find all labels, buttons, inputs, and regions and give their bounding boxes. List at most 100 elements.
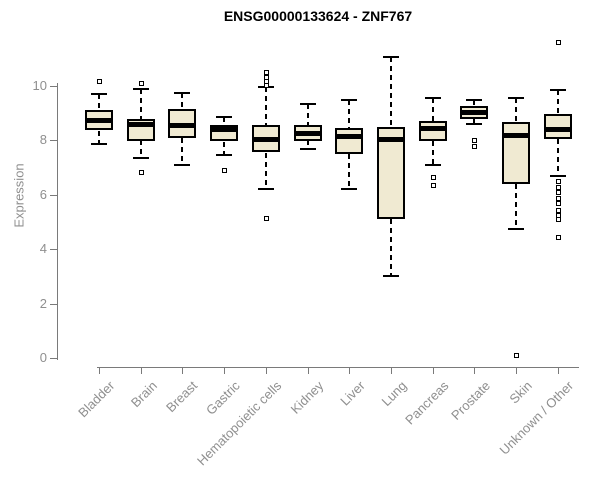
y-axis-tick-label: 2	[39, 296, 47, 311]
median-skin	[502, 133, 530, 138]
x-axis-label-unknown-other: Unknown / Other	[497, 378, 577, 458]
whisker-low-kidney	[307, 140, 309, 148]
whisker-cap-low-liver	[341, 188, 357, 190]
whisker-low-prostate	[473, 119, 475, 124]
median-bladder	[85, 118, 113, 123]
outlier-skin-0	[514, 353, 519, 358]
y-axis-line	[57, 83, 58, 360]
whisker-cap-high-skin	[508, 97, 524, 99]
outlier-bladder-0	[97, 79, 102, 84]
outlier-unknown-other-0	[556, 40, 561, 45]
box-liver	[335, 128, 363, 154]
whisker-high-liver	[348, 100, 350, 128]
x-axis-tick	[182, 367, 183, 374]
y-axis-tick	[50, 140, 57, 141]
y-axis-tick	[50, 249, 57, 250]
x-axis-tick	[308, 367, 309, 374]
median-breast	[168, 123, 196, 128]
x-axis-tick	[266, 367, 267, 374]
whisker-cap-high-lung	[383, 56, 399, 58]
x-axis-tick	[224, 367, 225, 374]
whisker-cap-low-pancreas	[425, 164, 441, 166]
median-gastric	[210, 127, 238, 132]
whisker-cap-low-unknown-other	[550, 175, 566, 177]
x-axis-label-prostate: Prostate	[447, 378, 493, 423]
outlier-unknown-other-4	[556, 196, 561, 201]
whisker-low-liver	[348, 154, 350, 189]
y-axis-tick-label: 8	[39, 132, 47, 147]
y-axis-tick	[50, 304, 57, 305]
outlier-unknown-other-8	[556, 217, 561, 222]
whisker-cap-low-prostate	[466, 123, 482, 125]
median-unknown-other	[544, 127, 572, 132]
whisker-high-breast	[181, 93, 183, 109]
outlier-unknown-other-3	[556, 190, 561, 195]
y-axis-tick-label: 6	[39, 187, 47, 202]
whisker-low-unknown-other	[557, 139, 559, 176]
chart-title: ENSG00000133624 - ZNF767	[223, 8, 413, 24]
x-axis-tick	[558, 367, 559, 374]
outlier-brain-1	[139, 170, 144, 175]
whisker-high-kidney	[307, 104, 309, 125]
x-axis-label-gastric: Gastric	[202, 378, 243, 418]
y-axis-tick-label: 10	[32, 78, 47, 93]
median-lung	[377, 137, 405, 142]
whisker-high-bladder	[98, 94, 100, 110]
whisker-cap-low-kidney	[300, 148, 316, 150]
whisker-cap-high-bladder	[91, 93, 107, 95]
outlier-hematopoietic-cells-3	[264, 83, 269, 88]
whisker-high-prostate	[473, 100, 475, 106]
x-axis-label-lung: Lung	[378, 378, 410, 410]
x-axis-tick	[141, 367, 142, 374]
whisker-low-bladder	[98, 131, 100, 145]
x-axis-tick	[99, 367, 100, 374]
outlier-pancreas-0	[431, 175, 436, 180]
outlier-gastric-0	[222, 168, 227, 173]
whisker-cap-low-breast	[174, 164, 190, 166]
box-lung	[377, 127, 405, 219]
x-axis-tick	[516, 367, 517, 374]
box-unknown-other	[544, 114, 572, 139]
box-pancreas	[419, 121, 447, 141]
whisker-high-brain	[140, 89, 142, 119]
whisker-low-brain	[140, 140, 142, 158]
x-axis-tick	[391, 367, 392, 374]
outlier-unknown-other-6	[556, 208, 561, 213]
whisker-cap-low-gastric	[216, 154, 232, 156]
x-axis-line	[97, 367, 579, 368]
whisker-cap-high-prostate	[466, 99, 482, 101]
x-axis-tick	[349, 367, 350, 374]
outlier-hematopoietic-cells-4	[264, 216, 269, 221]
whisker-cap-high-breast	[174, 92, 190, 94]
median-kidney	[294, 131, 322, 136]
whisker-low-hematopoietic-cells	[265, 153, 267, 190]
median-brain	[127, 122, 155, 127]
whisker-cap-low-lung	[383, 275, 399, 277]
whisker-high-hematopoietic-cells	[265, 87, 267, 125]
outlier-pancreas-1	[431, 183, 436, 188]
x-axis-label-brain: Brain	[127, 378, 160, 411]
whisker-high-unknown-other	[557, 90, 559, 114]
outlier-unknown-other-5	[556, 201, 561, 206]
x-axis-tick	[474, 367, 475, 374]
whisker-low-lung	[390, 219, 392, 276]
x-axis-tick	[433, 367, 434, 374]
whisker-cap-high-gastric	[216, 116, 232, 118]
y-axis-tick	[50, 358, 57, 359]
median-liver	[335, 134, 363, 139]
outlier-prostate-0	[472, 138, 477, 143]
whisker-cap-high-kidney	[300, 103, 316, 105]
outlier-unknown-other-2	[556, 185, 561, 190]
whisker-cap-high-unknown-other	[550, 89, 566, 91]
whisker-low-breast	[181, 138, 183, 165]
whisker-high-lung	[390, 57, 392, 126]
whisker-cap-low-bladder	[91, 143, 107, 145]
y-axis-tick-label: 4	[39, 241, 47, 256]
y-axis-tick	[50, 86, 57, 87]
whisker-high-gastric	[223, 117, 225, 125]
whisker-cap-low-skin	[508, 228, 524, 230]
outlier-hematopoietic-cells-0	[264, 70, 269, 75]
median-pancreas	[419, 126, 447, 131]
